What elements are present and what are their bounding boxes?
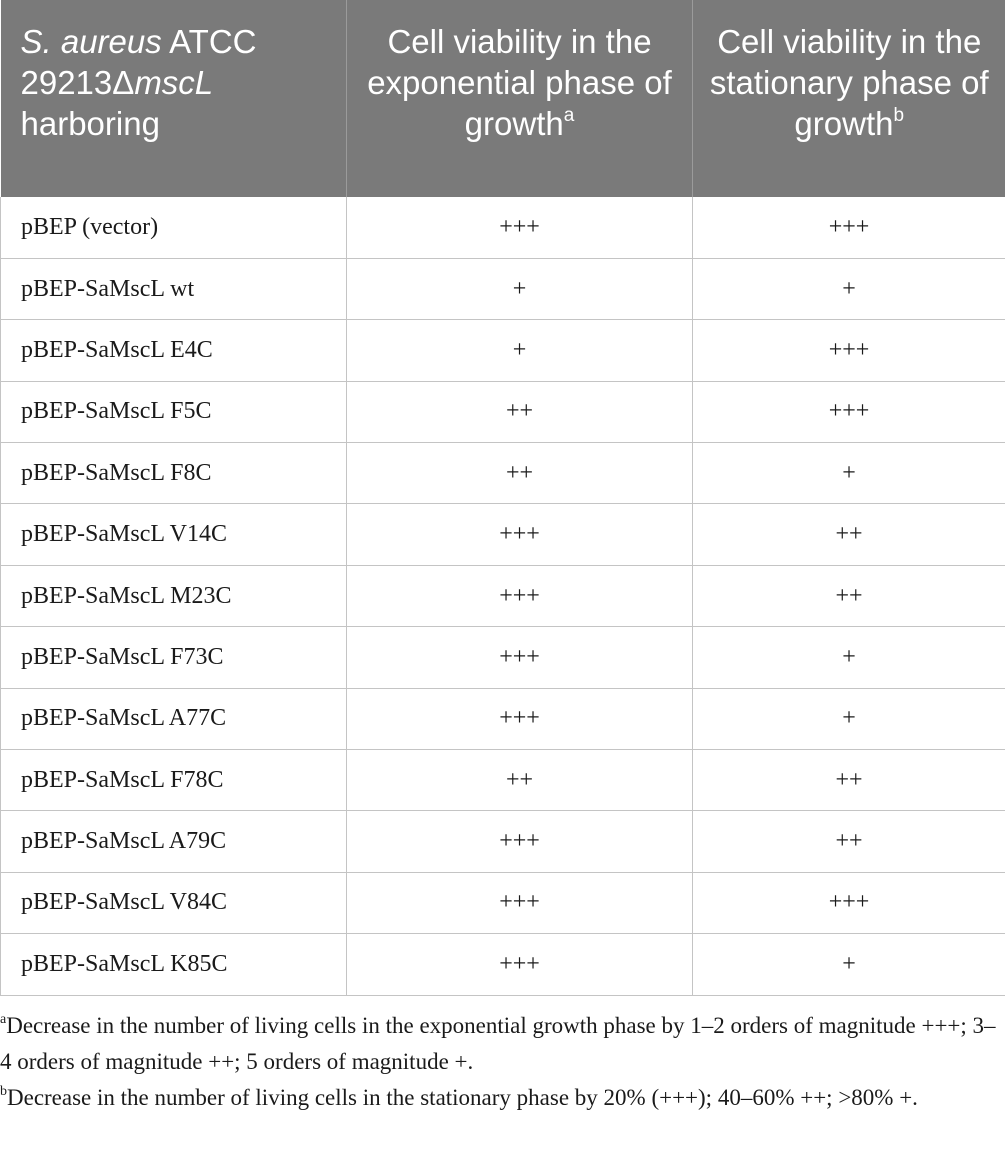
table-row: pBEP-SaMscL E4C + +++ <box>0 319 1005 382</box>
stationary-cell: + <box>692 626 1005 689</box>
exponential-cell: +++ <box>346 503 693 566</box>
stationary-cell: ++ <box>692 564 1005 628</box>
exponential-cell: +++ <box>346 810 693 873</box>
table-row: pBEP (vector) +++ +++ <box>0 197 1005 259</box>
header-row: S. aureus ATCC 29213ΔmscL harboring Cell… <box>0 0 1005 197</box>
construct-cell: pBEP-SaMscL E4C <box>0 319 347 382</box>
construct-cell: pBEP-SaMscL F8C <box>0 442 347 505</box>
table-row: pBEP-SaMscL F78C ++ ++ <box>0 749 1005 812</box>
stationary-cell: ++ <box>692 749 1005 812</box>
stationary-cell: + <box>692 933 1005 996</box>
table-row: pBEP-SaMscL K85C +++ + <box>0 933 1005 996</box>
table-row: pBEP-SaMscL V84C +++ +++ <box>0 871 1005 935</box>
footnote-b-text: Decrease in the number of living cells i… <box>7 1085 918 1110</box>
exponential-cell: ++ <box>346 749 693 812</box>
footnote-a-text: Decrease in the number of living cells i… <box>0 1013 996 1074</box>
exponential-cell: +++ <box>346 564 693 628</box>
footnote-a-mark: a <box>0 1012 7 1027</box>
construct-cell: pBEP-SaMscL F78C <box>0 749 347 812</box>
exponential-cell: + <box>346 319 693 382</box>
construct-cell: pBEP-SaMscL A77C <box>0 687 347 751</box>
stationary-cell: +++ <box>692 197 1005 259</box>
exponential-cell: +++ <box>346 871 693 935</box>
construct-cell: pBEP-SaMscL A79C <box>0 810 347 873</box>
table-body: pBEP (vector) +++ +++ pBEP-SaMscL wt + +… <box>0 197 1005 996</box>
stationary-cell: +++ <box>692 380 1005 444</box>
footnote-a: aDecrease in the number of living cells … <box>0 1008 1000 1080</box>
table-row: pBEP-SaMscL F5C ++ +++ <box>0 380 1005 444</box>
exponential-cell: + <box>346 257 693 321</box>
exponential-cell: +++ <box>346 197 693 259</box>
construct-cell: pBEP-SaMscL F5C <box>0 380 347 444</box>
table-row: pBEP-SaMscL V14C +++ ++ <box>0 503 1005 566</box>
exponential-cell: +++ <box>346 626 693 689</box>
construct-cell: pBEP-SaMscL F73C <box>0 626 347 689</box>
table-container: S. aureus ATCC 29213ΔmscL harboring Cell… <box>0 0 1005 996</box>
header-strain-gene: mscL <box>134 64 214 101</box>
stationary-cell: ++ <box>692 810 1005 873</box>
table-row: pBEP-SaMscL A77C +++ + <box>0 687 1005 751</box>
stationary-cell: + <box>692 687 1005 751</box>
footnote-b: bDecrease in the number of living cells … <box>0 1080 1000 1116</box>
stationary-cell: + <box>692 257 1005 321</box>
table-row: pBEP-SaMscL wt + + <box>0 257 1005 321</box>
exponential-cell: +++ <box>346 933 693 996</box>
header-strain: S. aureus ATCC 29213ΔmscL harboring <box>0 0 347 197</box>
construct-cell: pBEP-SaMscL V14C <box>0 503 347 566</box>
table-row: pBEP-SaMscL M23C +++ ++ <box>0 564 1005 628</box>
stationary-cell: +++ <box>692 319 1005 382</box>
exponential-cell: ++ <box>346 380 693 444</box>
table-row: pBEP-SaMscL A79C +++ ++ <box>0 810 1005 873</box>
header-stationary: Cell viability in the stationary phase o… <box>692 0 1005 197</box>
footnote-b-mark: b <box>0 1084 7 1099</box>
stationary-cell: +++ <box>692 871 1005 935</box>
construct-cell: pBEP (vector) <box>0 197 347 259</box>
exponential-cell: +++ <box>346 687 693 751</box>
table-header: S. aureus ATCC 29213ΔmscL harboring Cell… <box>0 0 1005 197</box>
stationary-cell: + <box>692 442 1005 505</box>
header-stationary-footnote-mark: b <box>893 105 905 126</box>
header-strain-end: harboring <box>20 105 160 142</box>
construct-cell: pBEP-SaMscL K85C <box>0 933 347 996</box>
table-footnotes: aDecrease in the number of living cells … <box>0 1008 1000 1116</box>
construct-cell: pBEP-SaMscL M23C <box>0 564 347 628</box>
table-row: pBEP-SaMscL F73C +++ + <box>0 626 1005 689</box>
header-strain-id: ATCC 29213Δ <box>20 23 257 101</box>
header-exponential: Cell viability in the exponential phase … <box>346 0 693 197</box>
table-row: pBEP-SaMscL F8C ++ + <box>0 442 1005 505</box>
construct-cell: pBEP-SaMscL wt <box>0 257 347 321</box>
header-exponential-label: Cell viability in the exponential phase … <box>367 23 672 142</box>
stationary-cell: ++ <box>692 503 1005 566</box>
construct-cell: pBEP-SaMscL V84C <box>0 871 347 935</box>
header-strain-species: S. aureus <box>20 23 162 60</box>
header-stationary-label: Cell viability in the stationary phase o… <box>709 23 989 142</box>
exponential-cell: ++ <box>346 442 693 505</box>
viability-table: S. aureus ATCC 29213ΔmscL harboring Cell… <box>0 0 1005 996</box>
header-exponential-footnote-mark: a <box>563 105 575 126</box>
